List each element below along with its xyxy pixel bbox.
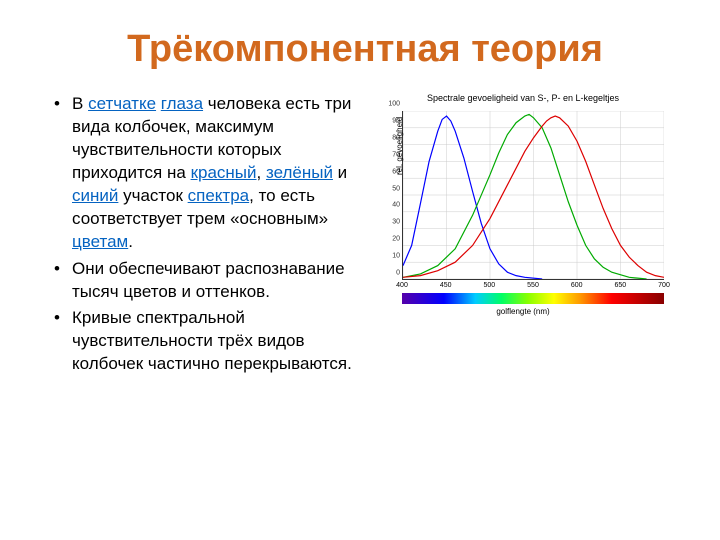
ytick-label: 40: [392, 202, 400, 209]
sensitivity-chart: Spectrale gevoeligheid van S-, P- en L-k…: [378, 93, 680, 380]
text-run: Они обеспечивают распознавание тысяч цве…: [72, 259, 345, 301]
text-link[interactable]: сетчатке: [88, 94, 156, 113]
xtick-label: 600: [571, 282, 583, 289]
ytick-label: 20: [392, 236, 400, 243]
xtick-label: 400: [396, 282, 408, 289]
text-run: .: [128, 232, 133, 251]
text-run: ,: [257, 163, 266, 182]
spectrum-bar: [402, 293, 664, 304]
xtick-label: 500: [483, 282, 495, 289]
text-run: Кривые спектральной чувствительности трё…: [72, 308, 352, 373]
xtick-label: 650: [614, 282, 626, 289]
text-run: и: [333, 163, 347, 182]
text-link[interactable]: зелёный: [266, 163, 333, 182]
bullet-item: В сетчатке глаза человека есть три вида …: [50, 93, 360, 254]
chart-xlabel: golflengte (nm): [496, 307, 549, 316]
text-run: В: [72, 94, 88, 113]
page-title: Трёкомпонентная теория: [50, 28, 680, 71]
curve-M: [403, 114, 647, 279]
text-link[interactable]: цветам: [72, 232, 128, 251]
ytick-label: 100: [388, 101, 400, 108]
xtick-label: 550: [527, 282, 539, 289]
text-link[interactable]: глаза: [161, 94, 203, 113]
text-link[interactable]: красный: [191, 163, 257, 182]
curve-S: [403, 116, 542, 279]
text-link[interactable]: спектра: [188, 186, 249, 205]
ytick-label: 10: [392, 253, 400, 260]
ytick-label: 50: [392, 185, 400, 192]
text-link[interactable]: синий: [72, 186, 118, 205]
bullet-item: Они обеспечивают распознавание тысяч цве…: [50, 258, 360, 304]
xtick-label: 700: [658, 282, 670, 289]
text-run: участок: [118, 186, 187, 205]
bullet-text-area: В сетчатке глаза человека есть три вида …: [50, 93, 360, 380]
ytick-label: 0: [396, 270, 400, 277]
chart-title: Spectrale gevoeligheid van S-, P- en L-k…: [378, 93, 668, 103]
ytick-label: 30: [392, 219, 400, 226]
xtick-label: 450: [440, 282, 452, 289]
bullet-item: Кривые спектральной чувствительности трё…: [50, 307, 360, 376]
